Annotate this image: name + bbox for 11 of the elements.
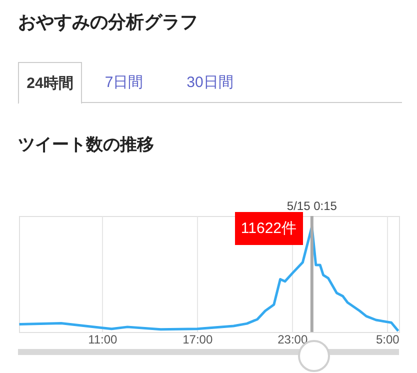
x-tick-label: 23:00: [278, 332, 308, 346]
x-tick-label: 17:00: [182, 332, 213, 346]
text: 7日間: [104, 73, 144, 93]
text: 30日間: [186, 73, 234, 93]
chart-title: おやすみの分析グラフ: [18, 11, 198, 34]
text: 24時間: [18, 62, 82, 104]
annotation: 11622件: [234, 212, 303, 245]
ref-line-label: 5/15 0:15: [286, 199, 338, 213]
x-tick-label: 11:00: [88, 332, 118, 346]
x-tick-label: 5:00: [376, 332, 400, 346]
chart-subtitle: ツイート数の推移: [18, 134, 154, 156]
